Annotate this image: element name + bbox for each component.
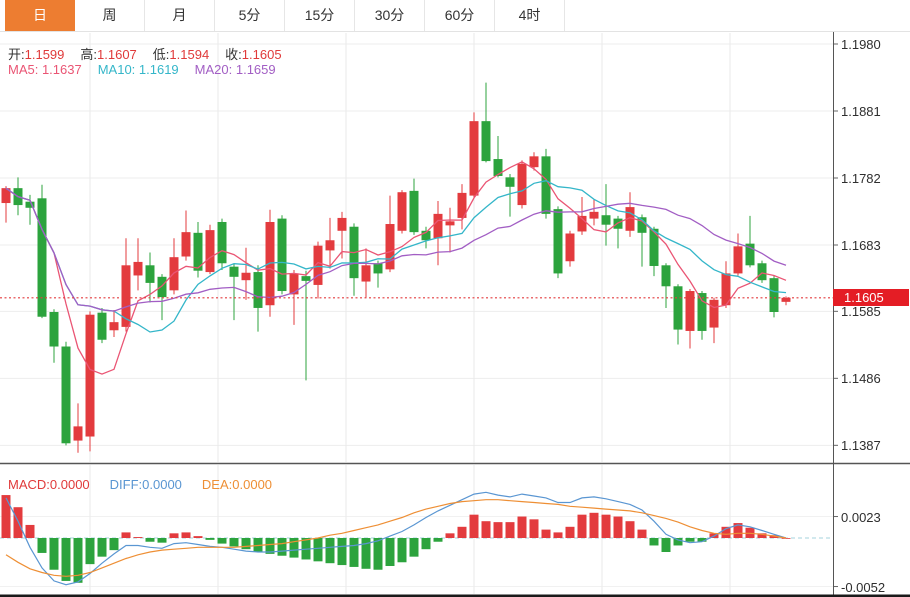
price-axis-tick: 1.1980 [841, 37, 881, 52]
interval-tabbar: 日 周 月 5分 15分 30分 60分 4时 [0, 0, 910, 32]
price-axis-tick: 1.1881 [841, 104, 881, 119]
ma10-value: MA10: 1.1619 [97, 62, 179, 77]
tab-4hour[interactable]: 4时 [495, 0, 565, 31]
close-label: 收: [225, 47, 242, 62]
close-value: 1.1605 [241, 47, 282, 62]
macd-axis-tick: -0.0052 [841, 580, 886, 595]
price-axis-tick: 1.1585 [841, 304, 881, 319]
tab-15min[interactable]: 15分 [285, 0, 355, 31]
price-axis-tick: 1.1683 [841, 238, 881, 253]
low-label: 低: [152, 47, 170, 62]
price-axis-tick: 1.1486 [841, 371, 881, 386]
low-value: 1.1594 [169, 47, 210, 62]
tab-day[interactable]: 日 [5, 0, 75, 31]
tab-60min[interactable]: 60分 [425, 0, 495, 31]
price-axis-tick: 1.1387 [841, 438, 881, 453]
high-label: 高: [80, 47, 98, 62]
ma-readout: MA5: 1.1637 MA10: 1.1619 MA20: 1.1659 [8, 62, 276, 77]
dea-value: DEA:0.0000 [201, 477, 273, 492]
ma20-value: MA20: 1.1659 [194, 62, 276, 77]
ohlc-readout: 开:1.1599 高:1.1607 低:1.1594 收:1.1605 [8, 44, 298, 63]
tab-30min[interactable]: 30分 [355, 0, 425, 31]
open-value: 1.1599 [24, 47, 65, 62]
current-price-badge: 1.1605 [833, 289, 909, 306]
open-label: 开: [8, 47, 25, 62]
tab-5min[interactable]: 5分 [215, 0, 285, 31]
tab-month[interactable]: 月 [145, 0, 215, 31]
ma5-value: MA5: 1.1637 [8, 62, 82, 77]
candlestick-macd-chart[interactable] [0, 32, 910, 597]
macd-value: MACD:0.0000 [8, 477, 90, 492]
diff-value: DIFF:0.0000 [109, 477, 182, 492]
macd-readout: MACD:0.0000 DIFF:0.0000 DEA:0.0000 [8, 477, 272, 492]
macd-axis-tick: 0.0023 [841, 510, 881, 525]
high-value: 1.1607 [97, 47, 137, 62]
price-axis-tick: 1.1782 [841, 171, 881, 186]
tab-week[interactable]: 周 [75, 0, 145, 31]
chart-area: 开:1.1599 高:1.1607 低:1.1594 收:1.1605 MA5: 1.… [0, 32, 910, 597]
